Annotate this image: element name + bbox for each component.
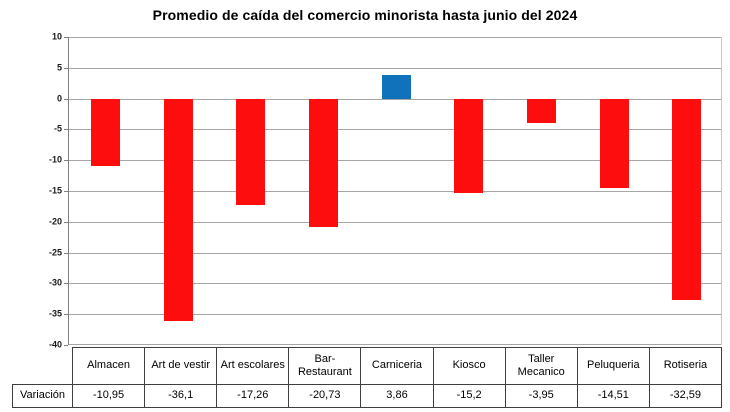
y-axis-tick <box>64 129 68 130</box>
row-label-cell: Variación <box>12 384 73 408</box>
gridline <box>69 160 721 161</box>
gridline <box>69 191 721 192</box>
value-cell: -10,95 <box>71 384 146 408</box>
y-axis-tick <box>64 283 68 284</box>
y-axis-tick <box>64 222 68 223</box>
y-axis-label: 5 <box>56 62 62 73</box>
y-axis-tick <box>64 160 68 161</box>
bar-art-de-vestir <box>164 99 193 321</box>
value-cell: -14,51 <box>576 384 650 408</box>
y-axis-tick <box>64 345 68 346</box>
plot-area <box>68 37 722 345</box>
gridline <box>69 68 721 69</box>
gridline <box>69 283 721 284</box>
category-header-cell: Art escolares <box>216 347 290 385</box>
gridline <box>69 37 721 38</box>
y-axis-label: -15 <box>48 185 62 196</box>
category-header-cell: Rotiseria <box>648 347 723 385</box>
category-header-cell: Almacen <box>71 347 146 385</box>
value-cell: 3,86 <box>360 384 434 408</box>
bar-bar-restaurant <box>309 99 338 227</box>
bar-taller-mecanico <box>527 99 556 123</box>
category-header-cell: Kiosco <box>432 347 506 385</box>
bar-art-escolares <box>236 99 265 205</box>
gridline <box>69 99 721 100</box>
y-axis-tick <box>64 68 68 69</box>
y-axis-tick <box>64 191 68 192</box>
y-axis-tick <box>64 253 68 254</box>
y-axis-label: -30 <box>48 277 62 288</box>
category-header-cell: Art de vestir <box>144 347 218 385</box>
category-header-cell: Bar-Restaurant <box>288 347 362 385</box>
bar-almacen <box>91 99 120 166</box>
y-axis-label: -25 <box>48 247 62 258</box>
value-cell: -20,73 <box>288 384 362 408</box>
bar-rotiseria <box>672 99 701 300</box>
y-axis-label: -40 <box>48 339 62 350</box>
y-axis-label: -35 <box>48 308 62 319</box>
chart-title: Promedio de caída del comercio minorista… <box>152 7 578 23</box>
gridline <box>69 344 721 345</box>
value-cell: -36,1 <box>144 384 218 408</box>
y-axis-tick <box>64 99 68 100</box>
value-cell: -17,26 <box>216 384 290 408</box>
value-cell: -15,2 <box>432 384 506 408</box>
data-table: Almacen Art de vestir Art escolares Bar-Res… <box>12 347 723 408</box>
category-header-cell: Carniceria <box>360 347 434 385</box>
bar-carniceria <box>382 75 411 99</box>
table-corner-empty <box>13 348 73 385</box>
y-axis-label: -20 <box>48 216 62 227</box>
gridline <box>69 129 721 130</box>
y-axis-tick <box>64 314 68 315</box>
value-cell: -3,95 <box>504 384 578 408</box>
value-cell: -32,59 <box>648 384 723 408</box>
gridline <box>69 222 721 223</box>
y-axis-tick <box>64 37 68 38</box>
y-axis-label: -5 <box>53 123 62 134</box>
bar-peluqueria <box>600 99 629 188</box>
y-axis-label: 0 <box>56 93 62 104</box>
category-header-cell: Peluqueria <box>576 347 650 385</box>
category-header-cell: Taller Mecanico <box>504 347 578 385</box>
y-axis-label: 10 <box>51 31 62 42</box>
bar-kiosco <box>454 99 483 193</box>
gridline <box>69 253 721 254</box>
gridline <box>69 314 721 315</box>
y-axis-label: -10 <box>48 154 62 165</box>
